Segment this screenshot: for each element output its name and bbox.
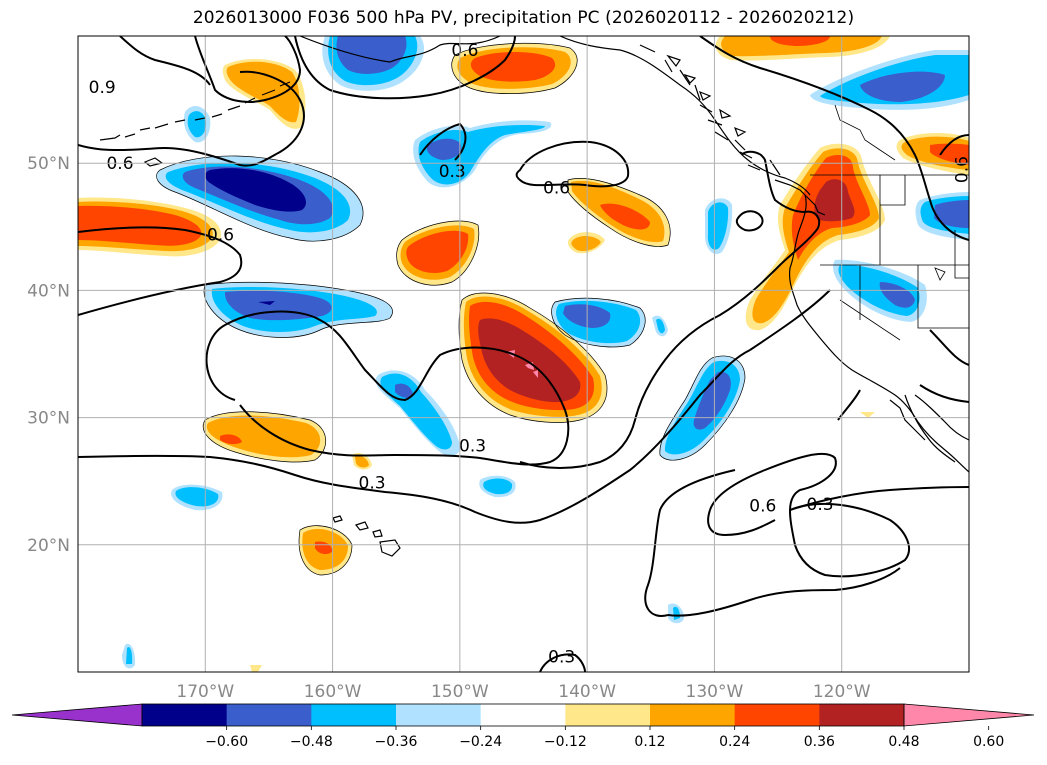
colorbar-segment (819, 704, 905, 726)
pv-contour (78, 226, 243, 316)
contour-label: 0.6 (451, 41, 478, 61)
coastline-layer (99, 36, 969, 557)
chart-title: 2026013000 F036 500 hPa PV, precipitatio… (192, 8, 855, 28)
contour-label: 0.9 (89, 78, 116, 98)
lon-tick-label: 120°W (813, 682, 871, 702)
colorbar-tick-label: −0.36 (375, 734, 418, 750)
contour-label-text: 0.6 (543, 178, 570, 198)
negative-anomaly-130w-30n (659, 356, 745, 461)
contour-label: 0.6 (749, 496, 776, 516)
lon-tick-label: 130°W (686, 682, 744, 702)
contour-label: 0.3 (439, 162, 466, 182)
colorbar-segment (480, 704, 566, 726)
negative-anomaly-aleutian (156, 155, 364, 242)
colorbar: −0.60 −0.48 −0.36 −0.24 −0.12 0.12 0.24 0.36 0.4… (11, 703, 1035, 750)
pv-contour (519, 150, 821, 469)
colorbar-tick-label: 0.48 (888, 734, 919, 750)
colorbar-tick-label: −0.48 (290, 734, 333, 750)
pv-contour (515, 140, 630, 188)
lon-tick-label: 170°W (176, 682, 234, 702)
contour-label: 0.6 (106, 154, 133, 174)
contour-label: 0.6 (207, 225, 234, 245)
pv-contour (707, 509, 776, 537)
colorbar-segment (142, 704, 228, 726)
colorbar-segment (565, 704, 651, 726)
lat-tick-label: 40°N (27, 281, 70, 301)
contour-label: 0.6 (543, 178, 570, 198)
negative-anomaly-155w-30n (375, 370, 461, 456)
political-borders (810, 104, 969, 341)
lon-tick-label: 150°W (431, 682, 489, 702)
negative-anomaly-alaska-coast (322, 36, 425, 91)
contour-label: 0.3 (807, 495, 834, 515)
pv-contour (644, 469, 736, 617)
contour-label: 0.3 (359, 473, 386, 493)
colorbar-tick-label: 0.24 (719, 734, 750, 750)
colorbar-frame (141, 703, 905, 727)
contour-label-text: 0.6 (207, 225, 234, 245)
colorbar-tick-label: 0.36 (804, 734, 835, 750)
pv-contour (919, 384, 969, 403)
pv-contour (78, 349, 751, 524)
colorbar-segment (650, 704, 736, 726)
map-plot-area: 0.90.60.60.30.60.60.30.30.6 0.30.30.6 (78, 36, 969, 672)
colorbar-tick-label: −0.60 (205, 734, 248, 750)
pv-contour (749, 289, 831, 351)
colorbar-segment (311, 704, 397, 726)
contour-label-text: 0.6 (451, 41, 478, 61)
positive-anomaly-central-pacific (459, 293, 608, 423)
contour-label-text: 0.3 (359, 473, 386, 493)
colorbar-segment (226, 704, 312, 726)
fill-outline-layer (156, 42, 746, 576)
pv-contour (667, 567, 901, 617)
positive-anomaly-pacific-northwest (745, 143, 885, 331)
pv-contour-layer (78, 36, 969, 672)
contour-label-text: 0.3 (807, 495, 834, 515)
lat-tick-label: 30°N (27, 409, 70, 429)
pv-contour (939, 134, 969, 156)
pv-contour (929, 329, 969, 366)
contour-label-text: 0.9 (89, 78, 116, 98)
contour-label-text: 0.6 (749, 496, 776, 516)
lon-tick-label: 140°W (558, 682, 616, 702)
precipitation-fill-layer (78, 36, 969, 672)
contour-label-text: 0.3 (548, 648, 575, 668)
lon-tick-label: 160°W (304, 682, 362, 702)
negative-anomaly-140w-38n (551, 298, 668, 347)
pv-contour (294, 36, 516, 100)
pv-contour (735, 210, 764, 232)
contour-label-text: 0.3 (459, 437, 486, 457)
contour-label-text: 0.3 (439, 162, 466, 182)
pv-contour (205, 310, 570, 466)
contour-label: 0.3 (459, 437, 486, 457)
pv-contour (789, 486, 969, 511)
colorbar-tick-label: −0.24 (459, 734, 502, 750)
negative-anomaly-150w-50n (413, 120, 552, 188)
axis-tick-labels: 170°W 160°W 150°W 140°W 130°W 120°W 20°N 30°N 40… (27, 154, 871, 702)
pv-contour (194, 36, 302, 103)
pv-contour (78, 70, 305, 167)
colorbar-tick-label: −0.12 (544, 734, 587, 750)
pv-contour (699, 36, 969, 241)
map-frame (77, 35, 970, 673)
pv-contour (539, 653, 586, 672)
contour-label: 0.3 (548, 648, 575, 668)
lat-tick-label: 20°N (27, 536, 70, 556)
colorbar-segment (734, 704, 820, 726)
graticule (78, 36, 969, 672)
colorbar-tick-label: 0.60 (973, 734, 1004, 750)
pv-contour (119, 36, 211, 86)
lat-tick-label: 50°N (27, 154, 70, 174)
colorbar-segment (396, 704, 482, 726)
colorbar-extend-low (11, 703, 143, 727)
colorbar-extend-high (903, 703, 1035, 727)
colorbar-tick-label: 0.12 (634, 734, 665, 750)
contour-label-text: 0.6 (106, 154, 133, 174)
